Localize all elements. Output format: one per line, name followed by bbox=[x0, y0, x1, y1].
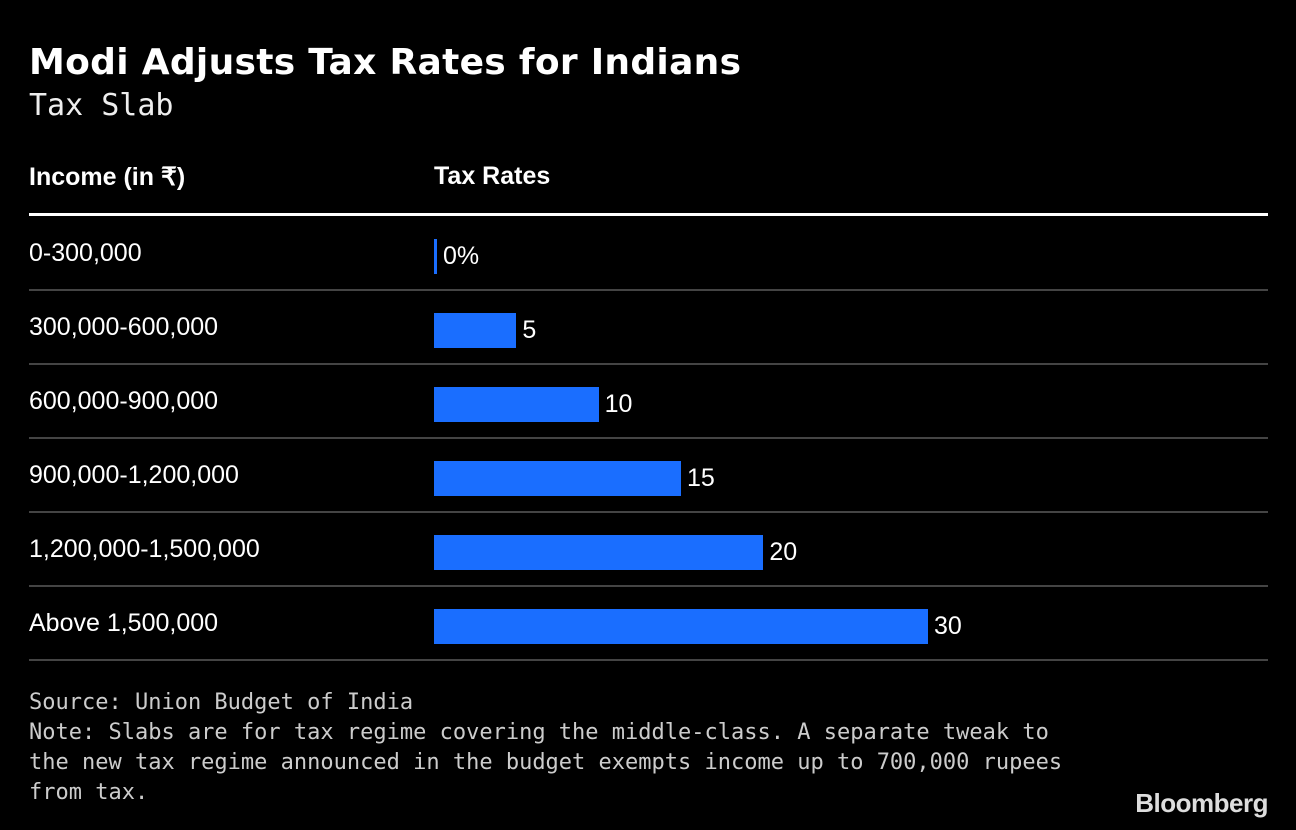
bar bbox=[434, 609, 928, 644]
table-row: 0-300,000 0% bbox=[29, 217, 1268, 291]
footer: Source: Union Budget of India Note: Slab… bbox=[29, 688, 1079, 808]
chart-subtitle: Tax Slab bbox=[29, 88, 174, 123]
income-label: 1,200,000-1,500,000 bbox=[29, 535, 260, 563]
value-label: 30 bbox=[934, 612, 962, 640]
value-label: 10 bbox=[604, 390, 633, 418]
bar bbox=[434, 535, 764, 570]
bloomberg-logo: Bloomberg bbox=[1135, 788, 1268, 818]
table-row: Above 1,500,000 30 bbox=[29, 587, 1268, 661]
header-divider bbox=[29, 213, 1268, 216]
bar bbox=[434, 387, 599, 422]
table-row: 600,000-900,000 10 bbox=[29, 365, 1268, 439]
row-divider bbox=[29, 659, 1268, 661]
chart-title: Modi Adjusts Tax Rates for Indians bbox=[29, 42, 742, 83]
row-divider bbox=[29, 437, 1268, 439]
table-row: 1,200,000-1,500,000 20 bbox=[29, 513, 1268, 587]
income-label: 900,000-1,200,000 bbox=[29, 461, 239, 489]
income-label: 0-300,000 bbox=[29, 239, 142, 267]
row-divider bbox=[29, 289, 1268, 291]
income-column-header: Income (in ₹) bbox=[29, 163, 186, 191]
source-note: Source: Union Budget of India bbox=[29, 690, 414, 715]
value-label: 0% bbox=[443, 242, 480, 270]
bar bbox=[434, 461, 681, 496]
row-divider bbox=[29, 511, 1268, 513]
note: Note: Slabs are for tax regime covering … bbox=[29, 720, 1063, 805]
income-label: 600,000-900,000 bbox=[29, 387, 219, 415]
value-label: 15 bbox=[687, 464, 715, 492]
value-label: 20 bbox=[769, 538, 798, 566]
bar bbox=[434, 313, 517, 348]
bar bbox=[434, 239, 437, 274]
income-label: Above 1,500,000 bbox=[29, 609, 219, 637]
value-label: 5 bbox=[522, 316, 537, 344]
income-label: 300,000-600,000 bbox=[29, 313, 219, 341]
row-divider bbox=[29, 585, 1268, 587]
tax-rates-column-header: Tax Rates bbox=[434, 162, 551, 190]
table-row: 900,000-1,200,000 15 bbox=[29, 439, 1268, 513]
row-divider bbox=[29, 363, 1268, 365]
table-row: 300,000-600,000 5 bbox=[29, 291, 1268, 365]
